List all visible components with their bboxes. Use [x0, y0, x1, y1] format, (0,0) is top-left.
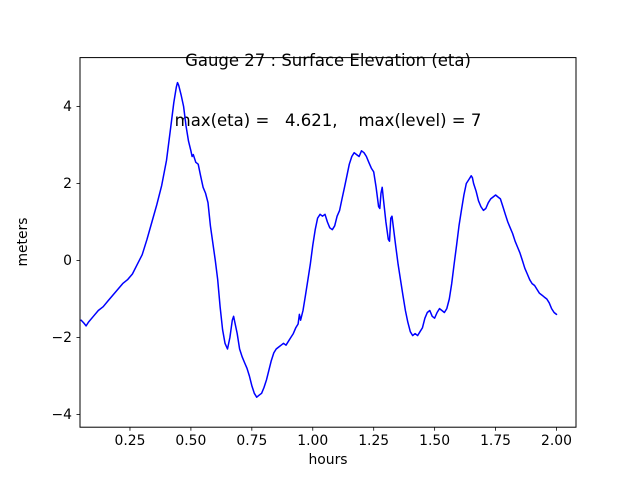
- y-axis-ticks: −4 −2 0 2 4: [52, 99, 80, 423]
- y-tick-label: −4: [52, 407, 73, 423]
- x-tick-label: 0.75: [236, 433, 267, 449]
- x-tick-label: 1.00: [297, 433, 328, 449]
- y-tick-label: 2: [63, 176, 72, 192]
- y-axis-label: meters: [15, 217, 31, 266]
- x-tick-label: 1.75: [480, 433, 511, 449]
- eta-line-series: [80, 81, 558, 398]
- chart-title-line1: Gauge 27 : Surface Elevation (eta): [185, 51, 471, 70]
- x-tick-label: 1.25: [358, 433, 389, 449]
- axes-frame: [79, 57, 577, 428]
- x-tick-label: 0.25: [114, 433, 145, 449]
- x-tick-label: 1.50: [419, 433, 450, 449]
- x-tick-label: 0.50: [175, 433, 206, 449]
- y-tick-label: 0: [63, 253, 72, 269]
- chart-title: Gauge 27 : Surface Elevation (eta) max(e…: [80, 11, 576, 171]
- x-axis-ticks: 0.25 0.50 0.75 1.00 1.25 1.50 1.75 2.00: [114, 427, 572, 449]
- y-tick-label: −2: [52, 330, 72, 346]
- y-tick-label: 4: [63, 99, 72, 115]
- x-tick-label: 2.00: [541, 433, 572, 449]
- x-axis-label: hours: [308, 452, 347, 468]
- chart-title-line2: max(eta) = 4.621, max(level) = 7: [174, 111, 482, 130]
